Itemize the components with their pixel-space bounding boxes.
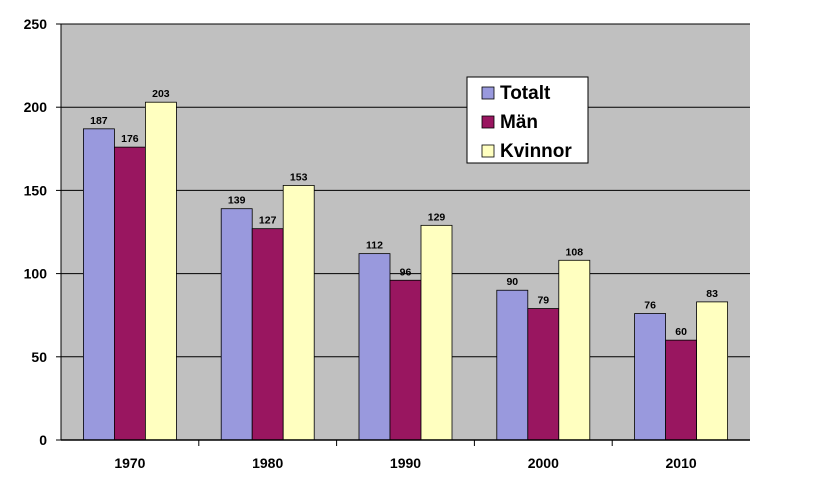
bar-totalt-1990 bbox=[358, 253, 391, 441]
data-label: 108 bbox=[566, 246, 584, 258]
legend: Totalt Män Kvinnor bbox=[466, 76, 589, 164]
bar-kvinnor-2000 bbox=[558, 259, 591, 441]
bar-män-2010 bbox=[665, 339, 697, 441]
bar-kvinnor-2010 bbox=[696, 301, 728, 441]
bar-män-2000 bbox=[527, 308, 560, 441]
bar-kvinnor-1980 bbox=[282, 185, 315, 441]
data-label: 127 bbox=[259, 215, 277, 227]
data-label: 203 bbox=[152, 88, 170, 100]
bar-män-1990 bbox=[389, 279, 422, 441]
data-label: 112 bbox=[366, 240, 383, 252]
legend-swatch-män bbox=[481, 115, 495, 129]
data-label: 139 bbox=[228, 195, 246, 207]
data-label: 83 bbox=[706, 288, 718, 300]
x-tick-label: 2010 bbox=[666, 455, 697, 471]
legend-swatch-totalt bbox=[481, 86, 495, 100]
data-label: 187 bbox=[90, 115, 108, 127]
bar-män-1980 bbox=[251, 228, 284, 441]
data-label: 129 bbox=[428, 211, 446, 223]
x-tick-label: 1970 bbox=[114, 455, 145, 471]
bar-kvinnor-1970 bbox=[144, 101, 177, 441]
data-label: 153 bbox=[290, 171, 308, 183]
data-label: 76 bbox=[644, 300, 656, 312]
x-axis-ticks: 1970 1980 1990 2000 2010 bbox=[114, 440, 697, 471]
data-label: 60 bbox=[675, 326, 687, 338]
bar-totalt-1980 bbox=[220, 208, 253, 441]
x-tick-label: 1990 bbox=[390, 455, 421, 471]
x-tick-label: 2000 bbox=[528, 455, 559, 471]
y-tick-label: 50 bbox=[31, 349, 47, 365]
legend-label: Totalt bbox=[500, 83, 551, 104]
bar-totalt-2010 bbox=[634, 313, 666, 441]
bar-totalt-2000 bbox=[496, 289, 529, 441]
data-labels: 187 176 203 139 127 153 112 96 129 90 79 108 76 60 83 bbox=[90, 88, 718, 338]
y-tick-label: 100 bbox=[24, 266, 48, 282]
data-label: 79 bbox=[537, 295, 549, 307]
y-tick-label: 200 bbox=[24, 99, 48, 115]
data-label: 90 bbox=[506, 276, 518, 288]
data-label: 96 bbox=[400, 266, 412, 278]
bars bbox=[83, 101, 728, 441]
y-axis-ticks: 0 50 100 150 200 250 bbox=[24, 16, 61, 448]
legend-label: Män bbox=[500, 112, 538, 133]
bar-kvinnor-1990 bbox=[420, 224, 453, 441]
data-label: 176 bbox=[121, 133, 139, 145]
y-tick-label: 0 bbox=[39, 432, 47, 448]
legend-label: Kvinnor bbox=[500, 141, 572, 162]
y-tick-label: 250 bbox=[24, 16, 48, 32]
bar-totalt-1970 bbox=[83, 128, 115, 441]
x-tick-label: 1980 bbox=[252, 455, 283, 471]
legend-swatch-kvinnor bbox=[481, 144, 495, 158]
bar-män-1970 bbox=[114, 146, 146, 441]
y-tick-label: 150 bbox=[24, 182, 48, 198]
